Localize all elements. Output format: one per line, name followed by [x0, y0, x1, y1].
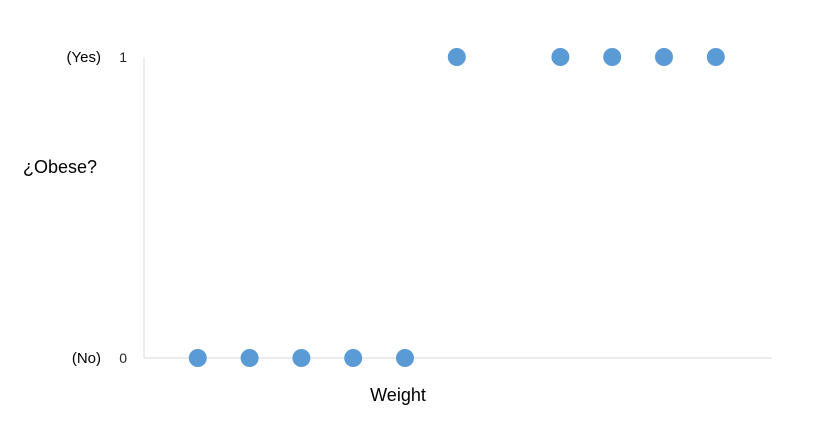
- y-category-label: (No): [72, 350, 101, 367]
- data-point: [447, 48, 466, 66]
- data-points: [188, 48, 725, 367]
- y-category-label: (Yes): [67, 49, 101, 66]
- data-point: [188, 349, 207, 367]
- y-tick-label: 0: [119, 350, 127, 366]
- x-axis-label: Weight: [370, 385, 426, 405]
- data-point: [603, 48, 622, 66]
- data-point: [396, 349, 414, 367]
- data-point: [292, 349, 311, 367]
- data-point: [551, 48, 570, 66]
- data-point: [655, 48, 673, 66]
- data-point: [344, 349, 363, 367]
- y-axis-ticks: 0 (No) 1 (Yes): [67, 49, 128, 367]
- y-tick-label: 1: [119, 49, 127, 65]
- data-point: [240, 349, 259, 367]
- plot-area: [143, 57, 772, 359]
- data-point: [706, 48, 725, 66]
- y-axis-label: ¿Obese?: [23, 157, 97, 177]
